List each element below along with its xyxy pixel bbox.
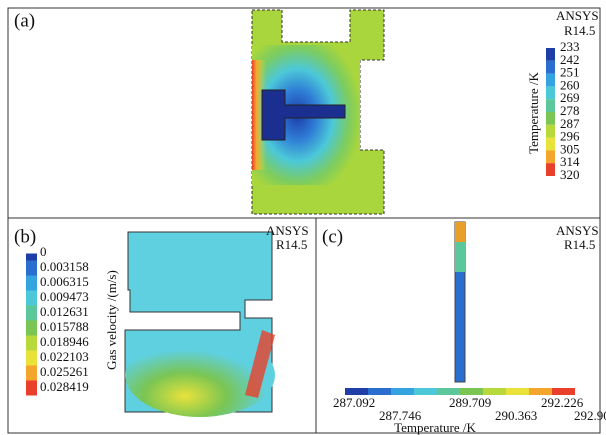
legend-label: 0.025261 — [40, 364, 89, 379]
legend-title: Temperature /K — [526, 72, 541, 154]
colorbar-swatch — [437, 388, 460, 395]
legend-label: 290.363 — [495, 408, 537, 423]
colorbar-swatch — [26, 306, 37, 321]
panel-label: (c) — [322, 226, 343, 247]
colorbar-swatch — [345, 388, 368, 395]
colorbar-swatch — [26, 261, 37, 276]
colorbar-swatch — [529, 388, 552, 395]
colorbar-swatch — [26, 276, 37, 291]
legend-label: 0.012631 — [40, 304, 89, 319]
colorbar-swatch — [26, 254, 37, 261]
legend-label: 0.003158 — [40, 259, 89, 274]
panel-label: (b) — [14, 226, 36, 247]
legend-label: 0.015788 — [40, 319, 89, 334]
legend-label: 0.022103 — [40, 349, 89, 364]
legend-label: 0.028419 — [40, 379, 89, 394]
colorbar-swatch — [26, 381, 37, 396]
colorbar-swatch — [26, 336, 37, 351]
colorbar-swatch — [26, 351, 37, 366]
legend-label: 292.901 — [574, 408, 606, 423]
rod-hot — [455, 222, 465, 242]
page: {"panels": [ {"label": "(a)", "software"… — [0, 0, 606, 435]
colorbar-swatch — [460, 388, 483, 395]
colorbar-swatch — [546, 138, 555, 151]
legend-label: 320 — [560, 167, 580, 182]
legend-label: 287.746 — [379, 408, 422, 423]
colorbar-swatch — [483, 388, 506, 395]
legend-label: 0 — [40, 244, 47, 259]
legend-label: 0.006315 — [40, 274, 89, 289]
legend-label: 289.709 — [449, 395, 491, 410]
colorbar-swatch — [552, 388, 575, 395]
colorbar-swatch — [546, 112, 555, 125]
colorbar-swatch — [546, 48, 555, 61]
colorbar-swatch — [546, 99, 555, 112]
colorbar-swatch — [26, 321, 37, 336]
legend-label: 287.092 — [333, 395, 375, 410]
colorbar-swatch — [506, 388, 529, 395]
software: ANSYS — [556, 8, 599, 23]
colorbar-swatch — [26, 366, 37, 381]
legend-label: 0.009473 — [40, 289, 89, 304]
version: R14.5 — [564, 23, 595, 38]
panel-label: (a) — [14, 10, 35, 31]
colorbar-swatch — [391, 388, 414, 395]
colorbar-swatch — [546, 163, 555, 176]
colorbar-swatch — [546, 150, 555, 163]
colorbar-swatch — [546, 61, 555, 74]
colorbar-swatch — [414, 388, 437, 395]
version: R14.5 — [276, 237, 307, 252]
colorbar-swatch — [546, 74, 555, 87]
legend-title: Gas velocity /(m/s) — [104, 270, 119, 370]
rod-warm — [455, 242, 465, 272]
software: ANSYS — [266, 223, 309, 238]
colorbar-swatch — [546, 125, 555, 138]
version: R14.5 — [564, 237, 595, 252]
colorbar-swatch — [546, 86, 555, 99]
colorbar-swatch — [368, 388, 391, 395]
figure: (a) ANSYS R14.5 Temperature /K (b) ANSYS… — [0, 0, 606, 435]
software: ANSYS — [556, 223, 599, 238]
legend-label: 0.018946 — [40, 334, 89, 349]
colorbar-swatch — [26, 291, 37, 306]
